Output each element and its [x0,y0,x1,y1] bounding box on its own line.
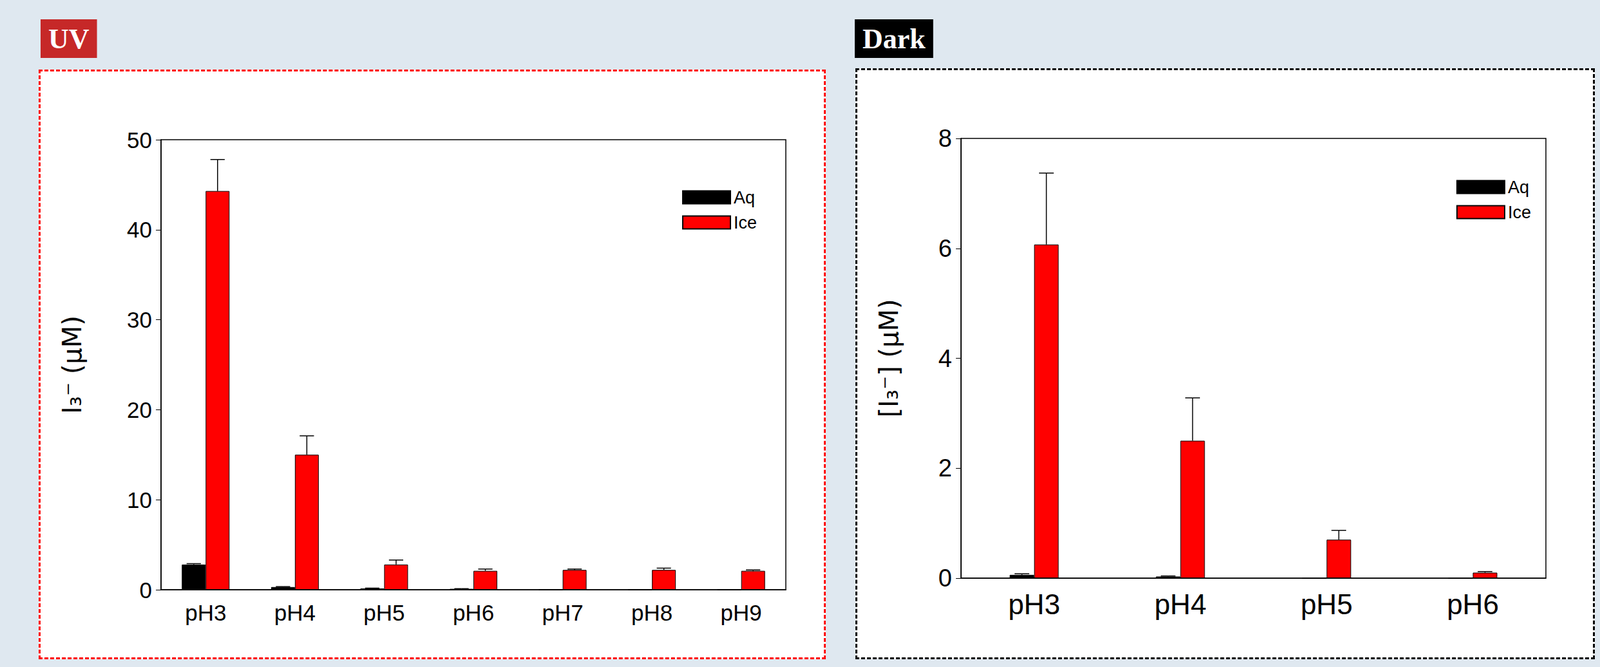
svg-text:pH6: pH6 [1446,588,1499,621]
svg-text:Aq: Aq [1507,177,1530,198]
svg-text:pH9: pH9 [720,600,762,626]
svg-text:pH4: pH4 [1154,588,1207,621]
svg-text:pH5: pH5 [363,600,405,626]
svg-text:10: 10 [126,487,153,513]
svg-text:Ice: Ice [733,213,757,233]
svg-text:I₃⁻ (μM): I₃⁻ (μM) [57,315,87,415]
svg-text:[I₃⁻] (μM): [I₃⁻] (μM) [874,298,904,418]
svg-text:30: 30 [126,307,153,333]
svg-text:0: 0 [938,564,953,592]
svg-text:pH5: pH5 [1300,588,1353,621]
svg-text:40: 40 [126,217,153,243]
svg-text:Ice: Ice [1507,202,1532,223]
svg-text:4: 4 [938,345,953,373]
svg-text:UV: UV [48,23,90,55]
svg-text:pH4: pH4 [274,600,316,626]
svg-text:pH8: pH8 [631,600,673,626]
svg-text:pH6: pH6 [452,600,495,626]
svg-text:6: 6 [938,235,953,263]
svg-text:8: 8 [938,124,953,153]
svg-text:pH3: pH3 [184,600,227,626]
svg-text:pH7: pH7 [541,600,583,626]
svg-text:50: 50 [126,127,153,153]
svg-text:2: 2 [938,454,953,482]
svg-text:20: 20 [126,397,153,423]
svg-text:Dark: Dark [862,23,926,55]
svg-text:0: 0 [139,577,153,603]
svg-text:pH3: pH3 [1008,588,1061,621]
svg-text:Aq: Aq [733,188,755,208]
